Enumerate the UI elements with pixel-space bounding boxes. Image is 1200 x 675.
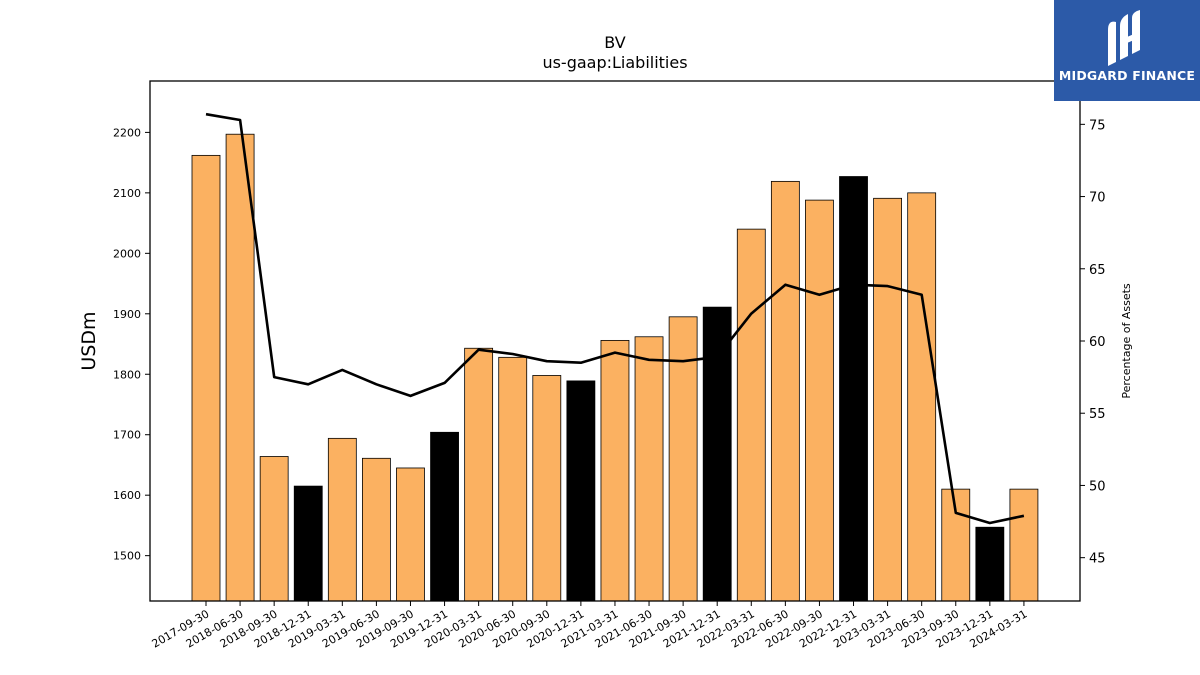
y-tick-label: 2100	[113, 187, 141, 200]
bar	[327, 437, 357, 602]
y2-tick-label: 45	[1089, 552, 1106, 567]
y2-tick-label: 70	[1089, 191, 1106, 206]
bar	[464, 347, 494, 602]
series-line	[205, 112, 1025, 525]
bar	[1009, 488, 1039, 602]
bar	[975, 526, 1005, 602]
y2-axis-label: Percentage of Assets	[1120, 283, 1133, 399]
bar	[839, 176, 868, 602]
y-axis-label: USDm	[78, 311, 100, 370]
logo-mark-icon	[1108, 10, 1140, 66]
y2-tick-label: 75	[1089, 118, 1106, 133]
bar	[361, 457, 391, 602]
y2-tick-label: 55	[1089, 407, 1106, 422]
logo-text: MIDGARD FINANCE	[1058, 68, 1196, 83]
bar	[259, 456, 289, 602]
chart-subtitle: us-gaap:Liabilities	[542, 53, 688, 72]
bar	[396, 467, 425, 602]
bar	[566, 380, 596, 602]
bar	[770, 180, 800, 602]
y2-tick-label: 60	[1089, 335, 1106, 350]
bar	[498, 356, 528, 602]
bar	[702, 306, 732, 602]
bar	[430, 431, 459, 602]
bar	[293, 485, 323, 602]
y-tick-label: 1800	[113, 368, 141, 381]
bar	[873, 197, 902, 602]
bar	[600, 339, 630, 602]
bar	[668, 316, 698, 602]
bar	[736, 228, 766, 602]
bar	[805, 199, 834, 602]
bar	[191, 154, 221, 602]
y-tick-label: 1600	[113, 489, 141, 502]
y-tick-label: 2200	[113, 126, 141, 139]
y-tick-label: 1900	[113, 308, 141, 321]
y-tick-label: 1700	[113, 429, 141, 442]
bar	[634, 336, 664, 602]
bar	[907, 192, 937, 602]
chart-title: BV	[604, 33, 626, 52]
y-tick-label: 2000	[113, 247, 141, 260]
logo: MIDGARD FINANCE	[1054, 0, 1200, 101]
y2-tick-label: 65	[1089, 263, 1106, 278]
bar	[225, 133, 255, 602]
y-tick-label: 1500	[113, 550, 141, 563]
y2-tick-label: 50	[1089, 479, 1106, 494]
bar	[532, 375, 562, 602]
